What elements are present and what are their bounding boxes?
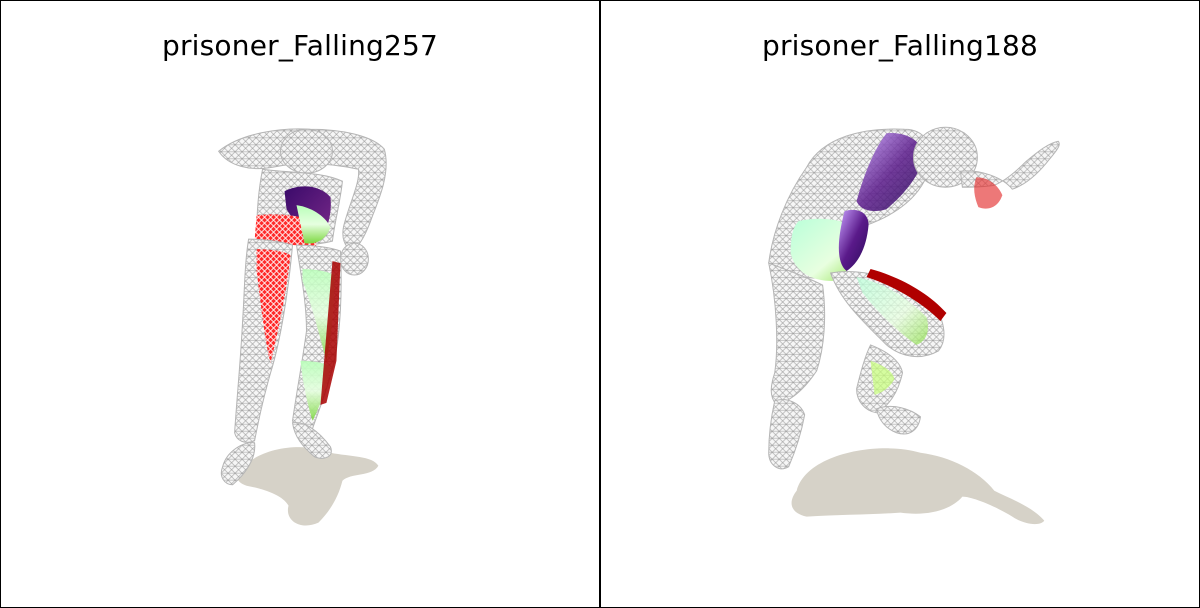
ground-shadow (792, 448, 1045, 524)
mesh-figure-right (769, 127, 1060, 468)
ground-shadow (237, 447, 378, 525)
mesh-render-right (601, 1, 1199, 607)
mesh-render-left (1, 1, 599, 607)
viewport-right[interactable]: prisoner_Falling188 (601, 1, 1199, 607)
mesh-figure-left (219, 129, 387, 485)
viewport-left[interactable]: prisoner_Falling257 (1, 1, 601, 607)
